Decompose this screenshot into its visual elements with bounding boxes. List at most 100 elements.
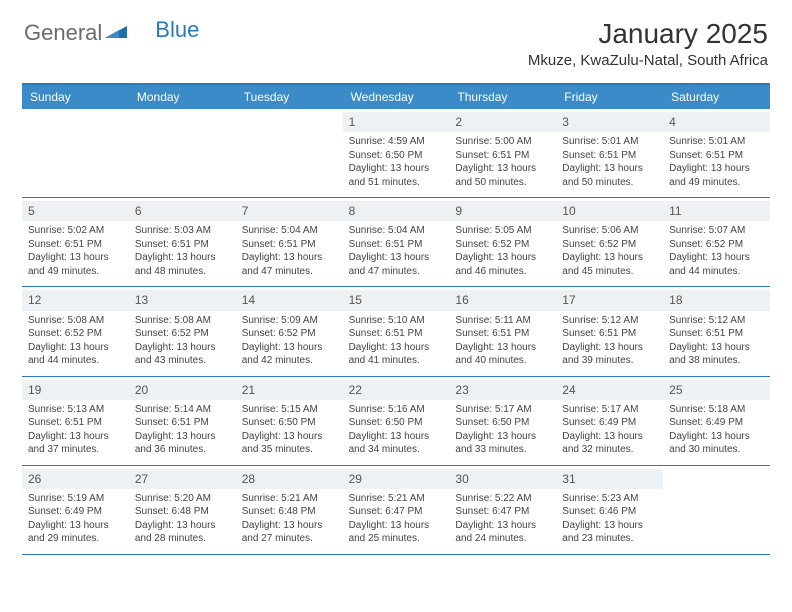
calendar-cell: 3Sunrise: 5:01 AMSunset: 6:51 PMDaylight… — [556, 109, 663, 197]
day-header-cell: Friday — [556, 85, 663, 109]
daylight-line-1: Daylight: 13 hours — [455, 519, 550, 533]
sunrise-line: Sunrise: 5:08 AM — [135, 314, 230, 328]
sunrise-line: Sunrise: 5:09 AM — [242, 314, 337, 328]
daylight-line-1: Daylight: 13 hours — [669, 341, 764, 355]
calendar-cell: 26Sunrise: 5:19 AMSunset: 6:49 PMDayligh… — [22, 466, 129, 554]
sunrise-line: Sunrise: 5:21 AM — [242, 492, 337, 506]
daylight-line-1: Daylight: 13 hours — [242, 341, 337, 355]
calendar-cell: 30 Sunrise: 5:22 AMSunset: 6:47 PMDayligh… — [449, 466, 556, 554]
calendar-cell: 14Sunrise: 5:09 AMSunset: 6:52 PMDayligh… — [236, 287, 343, 375]
day-number: 30 — [449, 469, 556, 489]
daylight-line-2: and 44 minutes. — [28, 354, 123, 368]
daylight-line-1: Daylight: 13 hours — [349, 430, 444, 444]
daylight-line-1: Daylight: 13 hours — [349, 341, 444, 355]
weeks-container: 1Sunrise: 4:59 AMSunset: 6:50 PMDaylight… — [22, 109, 770, 555]
sunset-line: Sunset: 6:51 PM — [562, 149, 657, 163]
logo-triangle-icon — [105, 18, 127, 44]
daylight-line-1: Daylight: 13 hours — [135, 519, 230, 533]
daylight-line-2: and 35 minutes. — [242, 443, 337, 457]
daylight-line-1: Daylight: 13 hours — [349, 162, 444, 176]
day-number: 12 — [22, 290, 129, 310]
sunrise-line: Sunrise: 5:15 AM — [242, 403, 337, 417]
daylight-line-1: Daylight: 13 hours — [28, 430, 123, 444]
calendar-cell: 13Sunrise: 5:08 AMSunset: 6:52 PMDayligh… — [129, 287, 236, 375]
sunrise-line: Sunrise: 5:08 AM — [28, 314, 123, 328]
sunrise-line: Sunrise: 5:14 AM — [135, 403, 230, 417]
daylight-line-2: and 43 minutes. — [135, 354, 230, 368]
week-row: 1Sunrise: 4:59 AMSunset: 6:50 PMDaylight… — [22, 109, 770, 198]
calendar-cell: 23Sunrise: 5:17 AMSunset: 6:50 PMDayligh… — [449, 377, 556, 465]
day-number: 23 — [449, 380, 556, 400]
day-number: 8 — [343, 201, 450, 221]
calendar-cell: 19Sunrise: 5:13 AMSunset: 6:51 PMDayligh… — [22, 377, 129, 465]
sunrise-line: Sunrise: 5:10 AM — [349, 314, 444, 328]
daylight-line-2: and 50 minutes. — [562, 176, 657, 190]
daylight-line-1: Daylight: 13 hours — [669, 162, 764, 176]
calendar-cell: 8Sunrise: 5:04 AMSunset: 6:51 PMDaylight… — [343, 198, 450, 286]
daylight-line-2: and 47 minutes. — [242, 265, 337, 279]
calendar-cell: 5Sunrise: 5:02 AMSunset: 6:51 PMDaylight… — [22, 198, 129, 286]
sunset-line: Sunset: 6:52 PM — [562, 238, 657, 252]
calendar-cell — [663, 466, 770, 554]
sunset-line: Sunset: 6:47 PM — [455, 505, 550, 519]
sunrise-line: Sunrise: 5:21 AM — [349, 492, 444, 506]
sunrise-line: Sunrise: 5:01 AM — [562, 135, 657, 149]
daylight-line-2: and 25 minutes. — [349, 532, 444, 546]
sunrise-line: Sunrise: 5:17 AM — [455, 403, 550, 417]
sunset-line: Sunset: 6:48 PM — [242, 505, 337, 519]
daylight-line-1: Daylight: 13 hours — [135, 341, 230, 355]
calendar-cell: 21Sunrise: 5:15 AMSunset: 6:50 PMDayligh… — [236, 377, 343, 465]
sunset-line: Sunset: 6:51 PM — [349, 327, 444, 341]
day-number: 15 — [343, 290, 450, 310]
calendar-cell: 27Sunrise: 5:20 AMSunset: 6:48 PMDayligh… — [129, 466, 236, 554]
logo-text-1: General — [24, 20, 102, 46]
day-number: 27 — [129, 469, 236, 489]
day-number: 21 — [236, 380, 343, 400]
daylight-line-2: and 47 minutes. — [349, 265, 444, 279]
sunrise-line: Sunrise: 5:17 AM — [562, 403, 657, 417]
calendar-cell: 28Sunrise: 5:21 AMSunset: 6:48 PMDayligh… — [236, 466, 343, 554]
calendar-cell: 6Sunrise: 5:03 AMSunset: 6:51 PMDaylight… — [129, 198, 236, 286]
calendar-cell: 29Sunrise: 5:21 AMSunset: 6:47 PMDayligh… — [343, 466, 450, 554]
sunset-line: Sunset: 6:51 PM — [455, 327, 550, 341]
daylight-line-2: and 41 minutes. — [349, 354, 444, 368]
sunset-line: Sunset: 6:50 PM — [349, 416, 444, 430]
day-number: 25 — [663, 380, 770, 400]
calendar-cell: 22Sunrise: 5:16 AMSunset: 6:50 PMDayligh… — [343, 377, 450, 465]
daylight-line-1: Daylight: 13 hours — [562, 519, 657, 533]
daylight-line-2: and 40 minutes. — [455, 354, 550, 368]
sunset-line: Sunset: 6:49 PM — [669, 416, 764, 430]
sunrise-line: Sunrise: 5:11 AM — [455, 314, 550, 328]
sunrise-line: Sunrise: 5:22 AM — [455, 492, 550, 506]
sunrise-line: Sunrise: 5:04 AM — [349, 224, 444, 238]
day-header-cell: Monday — [129, 85, 236, 109]
day-number: 26 — [22, 469, 129, 489]
daylight-line-2: and 42 minutes. — [242, 354, 337, 368]
daylight-line-1: Daylight: 13 hours — [562, 430, 657, 444]
sunrise-line: Sunrise: 5:16 AM — [349, 403, 444, 417]
daylight-line-2: and 45 minutes. — [562, 265, 657, 279]
daylight-line-1: Daylight: 13 hours — [242, 430, 337, 444]
sunrise-line: Sunrise: 5:12 AM — [562, 314, 657, 328]
daylight-line-2: and 51 minutes. — [349, 176, 444, 190]
day-number: 17 — [556, 290, 663, 310]
daylight-line-2: and 36 minutes. — [135, 443, 230, 457]
sunset-line: Sunset: 6:52 PM — [135, 327, 230, 341]
daylight-line-2: and 23 minutes. — [562, 532, 657, 546]
calendar-cell: 16 Sunrise: 5:11 AMSunset: 6:51 PMDayligh… — [449, 287, 556, 375]
calendar-cell: 2Sunrise: 5:00 AMSunset: 6:51 PMDaylight… — [449, 109, 556, 197]
daylight-line-2: and 37 minutes. — [28, 443, 123, 457]
day-number: 16 — [449, 290, 556, 310]
day-number: 11 — [663, 201, 770, 221]
daylight-line-2: and 34 minutes. — [349, 443, 444, 457]
daylight-line-1: Daylight: 13 hours — [455, 341, 550, 355]
daylight-line-2: and 44 minutes. — [669, 265, 764, 279]
day-number: 9 — [449, 201, 556, 221]
daylight-line-2: and 48 minutes. — [135, 265, 230, 279]
daylight-line-2: and 28 minutes. — [135, 532, 230, 546]
daylight-line-1: Daylight: 13 hours — [455, 162, 550, 176]
sunrise-line: Sunrise: 5:19 AM — [28, 492, 123, 506]
daylight-line-1: Daylight: 13 hours — [28, 519, 123, 533]
day-header-cell: Wednesday — [343, 85, 450, 109]
logo: General Blue — [24, 18, 199, 48]
